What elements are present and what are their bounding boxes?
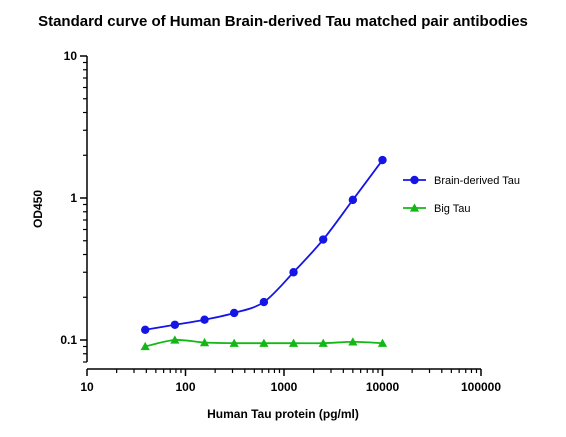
- fitted-curves: [145, 159, 384, 348]
- legend-label-brain-derived-tau: Brain-derived Tau: [434, 175, 520, 187]
- tick-marks: [80, 55, 482, 376]
- data-point-brain-derived-tau: [229, 308, 239, 318]
- x-tick-label: 1000: [271, 380, 298, 394]
- data-point-brain-derived-tau: [259, 297, 269, 307]
- data-point-brain-derived-tau: [348, 195, 358, 205]
- data-point-big-tau: [288, 338, 299, 347]
- data-point-big-tau: [259, 338, 269, 347]
- data-point-big-tau: [377, 338, 388, 347]
- y-axis-title: OD450: [31, 190, 45, 228]
- data-point-brain-derived-tau: [200, 315, 209, 324]
- x-tick-label: 10: [80, 380, 94, 394]
- y-tick-label: 1: [70, 191, 77, 205]
- x-tick-label: 100000: [461, 380, 501, 394]
- y-tick-label: 10: [64, 49, 78, 63]
- data-point-brain-derived-tau: [318, 235, 328, 244]
- data-point-big-tau: [170, 335, 180, 344]
- data-point-brain-derived-tau: [289, 268, 298, 277]
- data-point-brain-derived-tau: [170, 320, 180, 329]
- data-markers: [140, 155, 388, 351]
- y-tick-label: 0.1: [60, 333, 77, 347]
- data-point-brain-derived-tau: [378, 155, 387, 165]
- x-tick-label: 100: [175, 380, 195, 394]
- tick-labels: 10 100 1000 10000 100000 0.1 1 10: [60, 49, 501, 394]
- chart-title: Standard curve of Human Brain-derived Ta…: [38, 13, 528, 30]
- axes: [86, 56, 481, 370]
- legend-marker-brain-derived-tau: [410, 175, 419, 185]
- data-point-big-tau: [199, 337, 210, 347]
- legend: Brain-derived Tau Big Tau: [403, 175, 520, 215]
- data-point-brain-derived-tau: [141, 325, 150, 334]
- data-point-big-tau: [140, 341, 150, 351]
- legend-label-big-tau: Big Tau: [434, 203, 471, 215]
- data-point-big-tau: [318, 338, 328, 347]
- x-tick-label: 10000: [366, 380, 400, 394]
- legend-marker-big-tau: [409, 203, 420, 212]
- data-point-big-tau: [229, 338, 239, 347]
- x-axis-title: Human Tau protein (pg/ml): [207, 407, 359, 421]
- data-point-big-tau: [348, 337, 358, 346]
